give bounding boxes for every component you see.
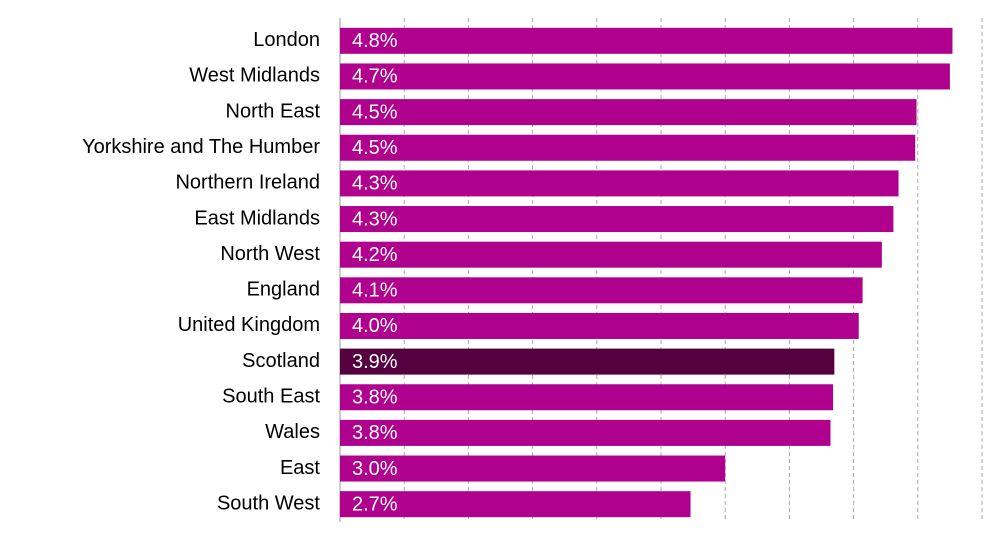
- bar: [340, 134, 916, 161]
- value-label: 3.8%: [352, 422, 398, 444]
- bar: [340, 384, 834, 411]
- value-label: 4.2%: [352, 244, 398, 266]
- bar: [340, 99, 917, 126]
- value-label: 4.3%: [352, 173, 398, 195]
- bar: [340, 491, 691, 518]
- value-label: 3.0%: [352, 458, 398, 480]
- category-label: London: [253, 29, 320, 51]
- category-label: East: [280, 457, 320, 479]
- category-label: Yorkshire and The Humber: [82, 136, 320, 158]
- category-label: Northern Ireland: [175, 172, 320, 194]
- category-label: West Midlands: [189, 65, 320, 87]
- bar: [340, 312, 859, 339]
- category-label: United Kingdom: [178, 314, 320, 336]
- bar: [340, 241, 882, 268]
- value-label: 3.9%: [352, 351, 398, 373]
- bar: [340, 419, 831, 446]
- value-label: 4.1%: [352, 280, 398, 302]
- value-label: 4.5%: [352, 137, 398, 159]
- category-label: North West: [220, 243, 320, 265]
- value-label: 4.7%: [352, 66, 398, 88]
- bar: [340, 455, 726, 482]
- value-label: 3.8%: [352, 387, 398, 409]
- category-label: South West: [217, 492, 320, 514]
- bar: [340, 277, 863, 304]
- category-label: England: [247, 279, 320, 301]
- bar: [340, 63, 950, 90]
- value-label: 2.7%: [352, 493, 398, 515]
- value-label: 4.8%: [352, 30, 398, 52]
- value-label: 4.5%: [352, 101, 398, 123]
- value-label: 4.0%: [352, 315, 398, 337]
- bar: [340, 348, 835, 375]
- bar: [340, 27, 953, 54]
- value-label: 4.3%: [352, 208, 398, 230]
- category-label: Scotland: [242, 350, 320, 372]
- category-label: South East: [222, 386, 320, 408]
- category-label: East Midlands: [194, 207, 320, 229]
- bar: [340, 170, 899, 197]
- category-label: Wales: [265, 421, 320, 443]
- bar: [340, 206, 894, 233]
- category-label: North East: [226, 100, 321, 122]
